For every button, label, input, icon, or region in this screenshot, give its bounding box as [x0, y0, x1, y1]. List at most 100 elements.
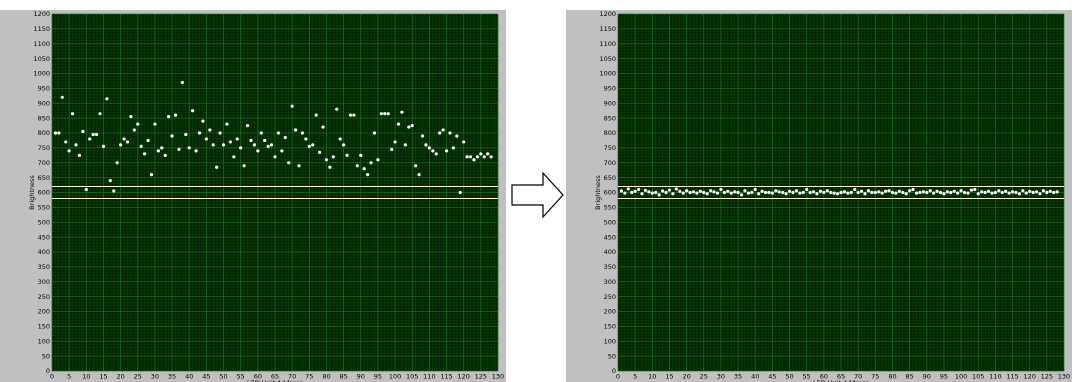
data-point — [403, 143, 407, 147]
data-point — [280, 149, 284, 153]
data-point — [623, 191, 627, 195]
data-point — [753, 187, 757, 192]
data-point — [98, 112, 102, 116]
data-point — [884, 189, 888, 193]
data-point — [870, 190, 874, 195]
x-tick-label: 90 — [923, 373, 931, 381]
data-point — [143, 152, 147, 156]
data-point — [794, 189, 798, 193]
data-point — [997, 189, 1001, 193]
data-point — [420, 134, 425, 138]
x-tick-label: 100 — [389, 373, 401, 381]
chart-after: 0501001502002503003504004505005506006507… — [594, 10, 1070, 382]
data-point — [211, 143, 215, 147]
x-tick-label: 70 — [288, 373, 296, 381]
y-tick-label: 400 — [604, 248, 616, 256]
x-tick-label: 50 — [785, 373, 793, 381]
data-point — [770, 191, 774, 195]
data-point — [438, 131, 442, 135]
data-point — [980, 190, 984, 194]
data-point — [908, 189, 912, 193]
data-point — [359, 153, 363, 157]
data-point — [880, 191, 884, 195]
x-tick-label: 35 — [168, 373, 176, 381]
data-point — [726, 189, 730, 193]
data-point — [180, 80, 184, 85]
data-point — [84, 187, 88, 192]
data-point — [348, 113, 353, 117]
data-point — [695, 191, 699, 195]
x-tick-label: 70 — [854, 373, 862, 381]
data-point — [959, 189, 963, 193]
data-point — [352, 113, 356, 117]
data-point — [657, 193, 661, 197]
y-tick-label: 950 — [604, 85, 616, 93]
data-point — [835, 192, 840, 196]
x-tick-label: 15 — [99, 373, 107, 381]
data-points — [53, 80, 493, 195]
data-point — [482, 155, 486, 159]
y-axis-label: Brightness — [594, 175, 602, 210]
data-point — [458, 190, 462, 195]
x-tick-label: 0 — [50, 373, 54, 381]
data-point — [1038, 192, 1042, 196]
data-point — [335, 107, 339, 111]
y-tick-label: 650 — [38, 174, 50, 182]
data-point — [414, 164, 418, 168]
data-point — [702, 190, 706, 195]
y-tick-label: 850 — [38, 114, 50, 122]
data-point — [894, 191, 898, 195]
data-point — [300, 131, 305, 135]
data-point — [921, 190, 925, 194]
data-point — [129, 115, 133, 119]
data-point — [986, 189, 991, 193]
y-tick-label: 1100 — [33, 40, 50, 48]
x-tick-label: 60 — [820, 373, 828, 381]
y-tick-label: 100 — [38, 337, 50, 345]
data-point — [1000, 190, 1004, 195]
y-tick-label: 550 — [38, 204, 50, 212]
data-point — [383, 112, 387, 116]
data-point — [293, 128, 298, 132]
data-point — [832, 191, 836, 195]
y-tick-label: 100 — [604, 337, 616, 345]
y-tick-label: 600 — [604, 189, 616, 197]
data-point — [781, 190, 785, 195]
data-point — [767, 190, 771, 195]
data-point — [208, 128, 212, 132]
data-point — [626, 187, 630, 191]
data-point — [856, 190, 860, 195]
data-point — [424, 143, 428, 147]
y-tick-label: 350 — [38, 263, 50, 271]
data-point — [866, 189, 871, 193]
data-point — [228, 140, 232, 144]
y-tick-label: 1200 — [599, 10, 616, 18]
x-tick-label: 30 — [151, 373, 159, 381]
data-point — [914, 191, 919, 195]
data-point — [70, 112, 75, 116]
data-point — [475, 155, 480, 159]
right-arrow-icon — [511, 171, 564, 219]
data-point — [846, 191, 850, 195]
x-tick-label: 65 — [271, 373, 279, 381]
data-point — [331, 155, 335, 159]
data-point — [153, 122, 157, 126]
data-point — [462, 140, 466, 144]
data-point — [1048, 189, 1052, 193]
data-point — [1010, 190, 1015, 194]
x-tick-label: 95 — [374, 373, 382, 381]
data-point — [239, 146, 243, 150]
data-point — [935, 189, 939, 193]
data-point — [468, 155, 473, 159]
data-point — [290, 104, 294, 108]
data-point — [60, 95, 64, 99]
data-point — [479, 152, 483, 156]
data-point — [163, 153, 167, 157]
data-point — [187, 146, 191, 150]
y-tick-label: 200 — [38, 308, 50, 316]
data-point — [64, 140, 68, 144]
data-point — [1004, 189, 1008, 193]
data-point — [372, 131, 377, 135]
y-tick-label: 900 — [38, 99, 50, 107]
data-point — [1024, 191, 1028, 195]
